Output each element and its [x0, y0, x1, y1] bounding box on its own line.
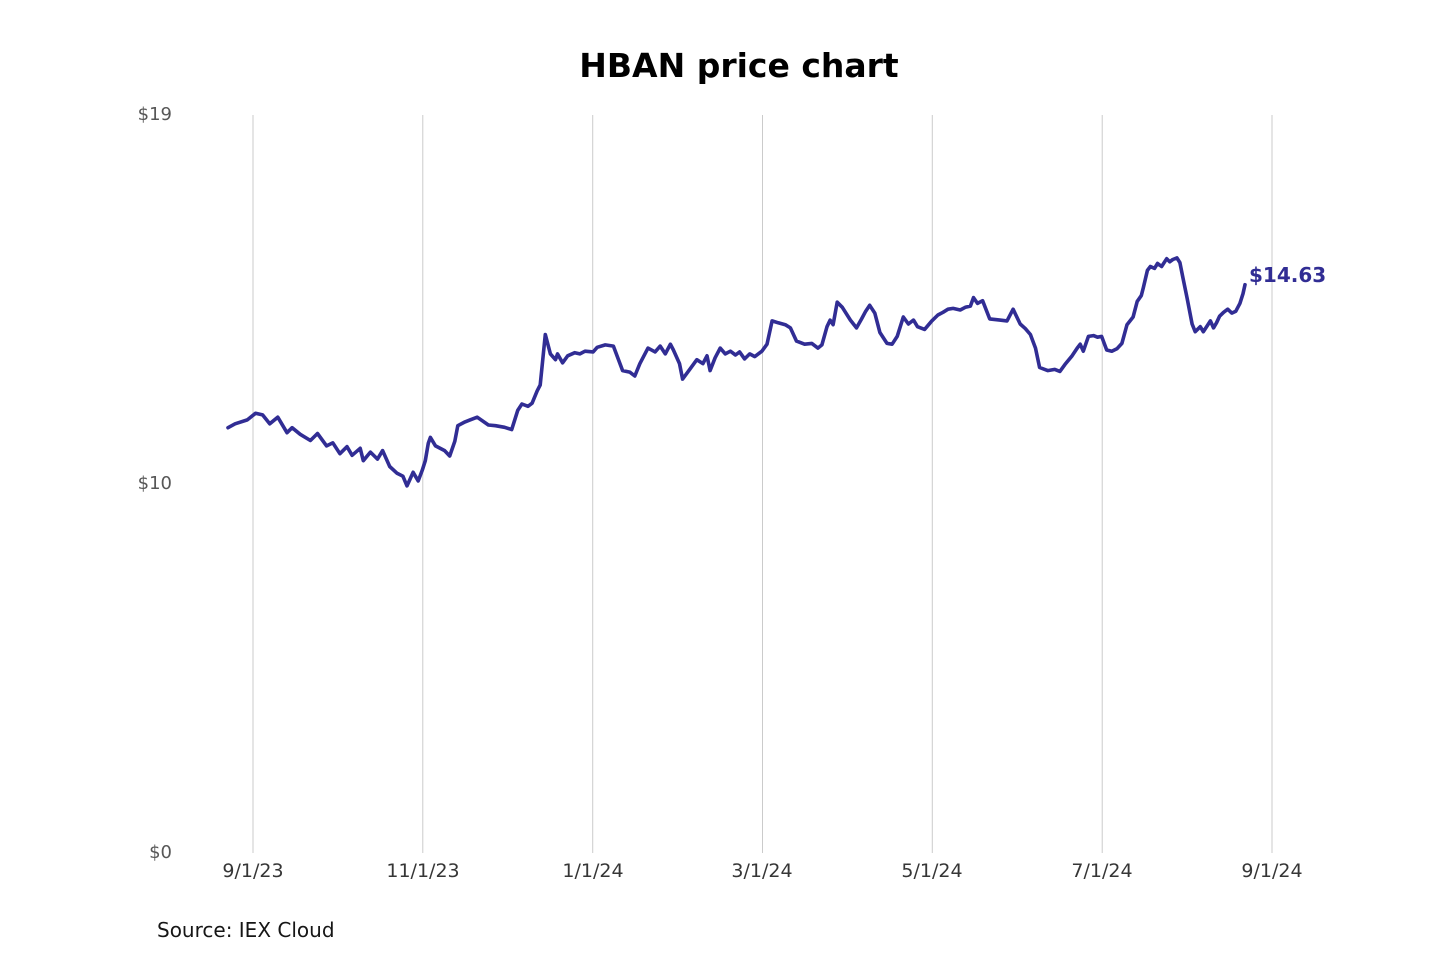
x-axis-tick-sep23: 9/1/23 — [222, 860, 284, 882]
y-axis-tick-19: $19 — [137, 104, 172, 125]
x-axis-tick-mar24: 3/1/24 — [731, 860, 793, 882]
chart-title: HBAN price chart — [579, 46, 899, 85]
y-axis-tick-0: $0 — [149, 842, 172, 863]
y-axis-tick-10: $10 — [137, 473, 172, 494]
x-axis-tick-jan24: 1/1/24 — [562, 860, 624, 882]
price-line — [226, 256, 1247, 488]
x-axis-tick-nov23: 11/1/23 — [386, 860, 460, 882]
x-axis-tick-may24: 5/1/24 — [901, 860, 963, 882]
x-axis-tick-sep24: 9/1/24 — [1241, 860, 1303, 882]
source-attribution: Source: IEX Cloud — [157, 918, 335, 942]
last-price-label: $14.63 — [1249, 263, 1327, 287]
x-axis-tick-jul24: 7/1/24 — [1071, 860, 1133, 882]
